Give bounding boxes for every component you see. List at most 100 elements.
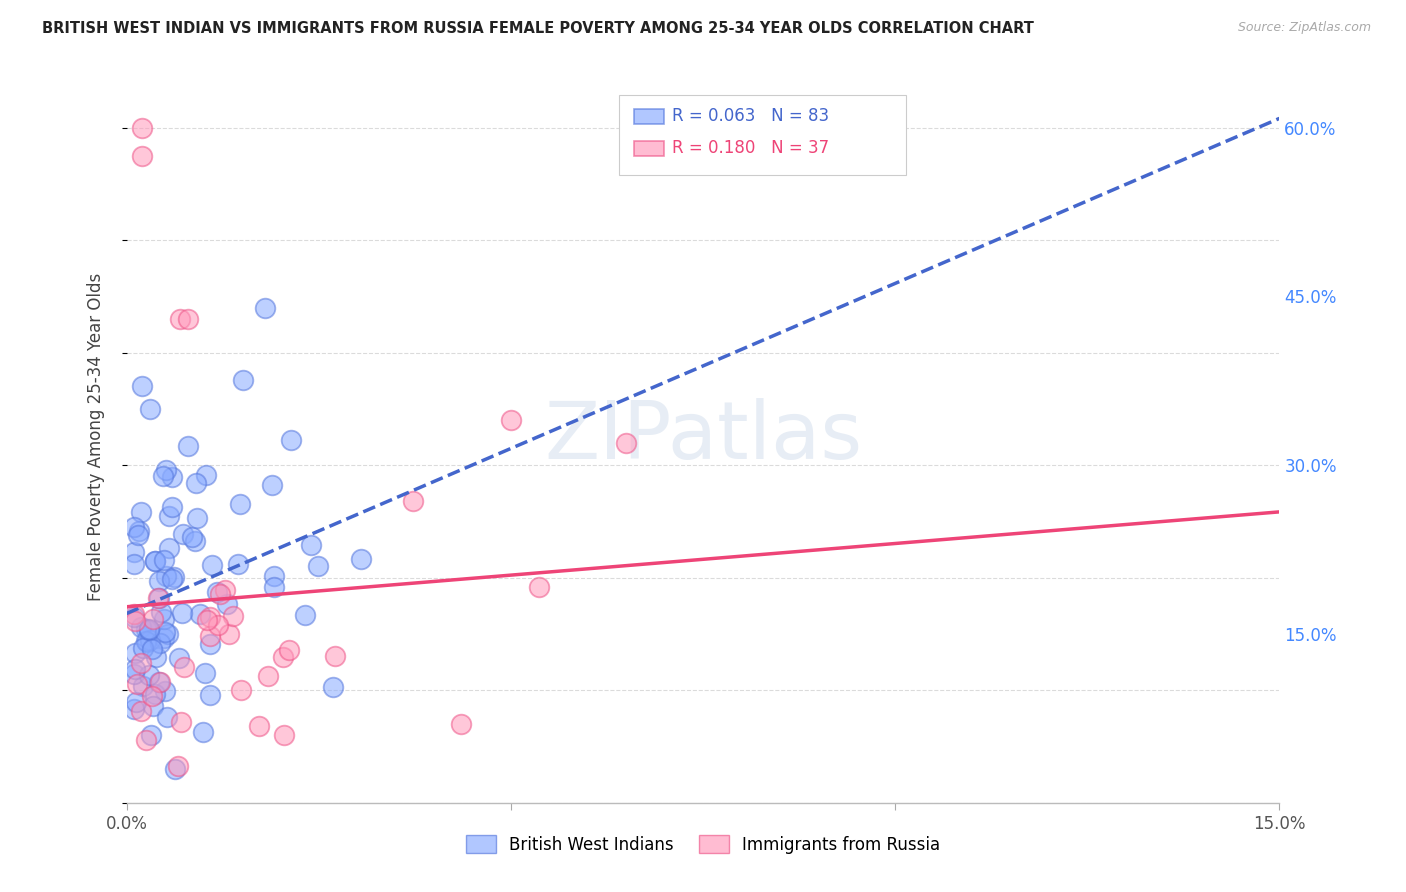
Point	[173, 660, 195, 674]
Point	[166, 759, 188, 773]
Point	[529, 580, 551, 594]
Point	[207, 618, 229, 632]
Point	[122, 545, 145, 559]
Point	[148, 591, 170, 605]
Point	[136, 635, 159, 649]
Point	[231, 682, 253, 697]
Point	[142, 699, 165, 714]
Point	[138, 623, 160, 637]
Point	[149, 675, 172, 690]
Point	[198, 688, 221, 702]
Point	[152, 469, 174, 483]
Point	[129, 656, 152, 670]
Point	[131, 379, 153, 393]
Point	[177, 312, 200, 326]
Point	[143, 554, 166, 568]
Point	[153, 552, 176, 566]
Point	[218, 627, 240, 641]
Point	[157, 541, 180, 555]
Point	[124, 614, 146, 628]
Point	[280, 433, 302, 447]
Point	[201, 558, 224, 573]
Point	[169, 312, 191, 326]
Point	[153, 625, 176, 640]
Point	[232, 373, 254, 387]
Point	[499, 413, 522, 427]
Point	[135, 633, 157, 648]
Point	[614, 435, 637, 450]
Point	[138, 632, 160, 647]
Point	[152, 612, 174, 626]
Point	[194, 665, 217, 680]
Point	[122, 607, 145, 621]
Point	[127, 528, 149, 542]
Text: Source: ZipAtlas.com: Source: ZipAtlas.com	[1237, 21, 1371, 35]
Point	[191, 725, 214, 739]
Point	[122, 666, 145, 681]
Text: BRITISH WEST INDIAN VS IMMIGRANTS FROM RUSSIA FEMALE POVERTY AMONG 25-34 YEAR OL: BRITISH WEST INDIAN VS IMMIGRANTS FROM R…	[42, 21, 1033, 37]
Point	[135, 733, 157, 747]
Point	[277, 643, 299, 657]
Point	[186, 476, 208, 491]
Point	[253, 301, 276, 315]
Point	[188, 607, 211, 622]
Point	[198, 610, 221, 624]
Point	[229, 497, 252, 511]
Point	[132, 640, 155, 655]
Point	[198, 637, 221, 651]
Point	[148, 574, 170, 588]
Point	[183, 534, 205, 549]
Point	[143, 687, 166, 701]
Point	[152, 631, 174, 645]
Point	[350, 551, 373, 566]
Point	[194, 467, 217, 482]
Point	[181, 530, 204, 544]
Point	[135, 622, 157, 636]
Point	[143, 554, 166, 568]
Point	[129, 620, 152, 634]
Point	[148, 675, 170, 690]
Text: ZIPatlas: ZIPatlas	[544, 398, 862, 476]
Point	[138, 667, 160, 681]
Point	[138, 401, 160, 416]
Point	[160, 470, 183, 484]
Point	[228, 557, 250, 571]
Point	[124, 646, 146, 660]
Point	[263, 568, 285, 582]
Point	[247, 719, 270, 733]
Point	[156, 710, 179, 724]
Point	[263, 580, 285, 594]
Point	[177, 439, 200, 453]
Point	[160, 500, 183, 514]
Point	[322, 680, 344, 694]
Point	[165, 762, 187, 776]
Point	[155, 683, 177, 698]
Point	[215, 597, 238, 611]
Y-axis label: Female Poverty Among 25-34 Year Olds: Female Poverty Among 25-34 Year Olds	[87, 273, 105, 601]
Point	[170, 606, 193, 620]
Point	[139, 728, 162, 742]
Point	[124, 662, 146, 676]
Point	[128, 524, 150, 539]
Point	[122, 609, 145, 624]
Point	[222, 608, 245, 623]
Point	[124, 695, 146, 709]
Point	[450, 717, 472, 731]
Point	[294, 608, 316, 623]
Point	[145, 649, 167, 664]
Point	[157, 508, 180, 523]
Point	[131, 149, 153, 163]
Point	[273, 728, 295, 742]
Point	[141, 689, 163, 703]
Point	[155, 462, 177, 476]
Point	[160, 572, 183, 586]
Point	[129, 505, 152, 519]
Point	[129, 704, 152, 718]
Point	[186, 511, 208, 525]
Text: R = 0.063   N = 83: R = 0.063 N = 83	[672, 107, 828, 125]
Point	[214, 582, 236, 597]
Point	[163, 570, 186, 584]
Point	[122, 702, 145, 716]
Point	[122, 520, 145, 534]
Point	[172, 527, 194, 541]
